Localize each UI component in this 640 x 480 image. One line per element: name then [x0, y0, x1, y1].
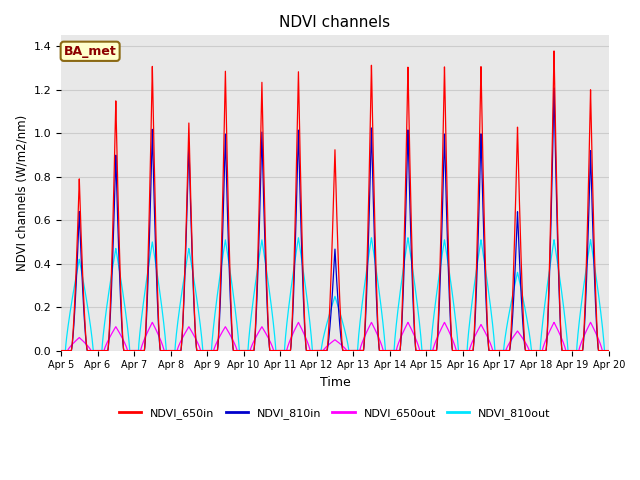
NDVI_810out: [488, 319, 496, 324]
NDVI_810in: [605, 348, 612, 353]
NDVI_810out: [174, 316, 182, 322]
NDVI_810in: [488, 348, 496, 353]
NDVI_810in: [603, 348, 611, 353]
NDVI_650in: [411, 324, 419, 329]
NDVI_650in: [488, 348, 496, 353]
NDVI_810in: [262, 275, 270, 281]
Text: BA_met: BA_met: [64, 45, 116, 58]
NDVI_650out: [587, 320, 595, 325]
NDVI_810out: [262, 264, 270, 270]
NDVI_650in: [550, 48, 558, 54]
NDVI_650in: [57, 348, 65, 353]
NDVI_810out: [168, 348, 176, 353]
Line: NDVI_650in: NDVI_650in: [61, 51, 609, 350]
Y-axis label: NDVI channels (W/m2/nm): NDVI channels (W/m2/nm): [15, 115, 28, 271]
NDVI_650in: [605, 348, 612, 353]
NDVI_650in: [262, 259, 270, 264]
NDVI_650out: [57, 348, 65, 353]
X-axis label: Time: Time: [319, 376, 350, 389]
NDVI_810in: [411, 329, 419, 335]
NDVI_810out: [603, 348, 611, 353]
NDVI_810out: [605, 348, 612, 353]
NDVI_650in: [168, 348, 176, 353]
NDVI_650out: [174, 344, 182, 350]
NDVI_810in: [168, 348, 176, 353]
Title: NDVI channels: NDVI channels: [279, 15, 390, 30]
NDVI_650in: [174, 348, 182, 353]
Line: NDVI_650out: NDVI_650out: [61, 323, 609, 350]
Line: NDVI_810in: NDVI_810in: [61, 88, 609, 350]
NDVI_650out: [168, 348, 176, 353]
Legend: NDVI_650in, NDVI_810in, NDVI_650out, NDVI_810out: NDVI_650in, NDVI_810in, NDVI_650out, NDV…: [115, 404, 555, 423]
NDVI_810out: [57, 348, 65, 353]
NDVI_650out: [488, 346, 496, 351]
NDVI_810in: [57, 348, 65, 353]
NDVI_650out: [411, 333, 419, 339]
Line: NDVI_810out: NDVI_810out: [61, 238, 609, 350]
NDVI_650in: [603, 348, 611, 353]
NDVI_810out: [404, 235, 412, 240]
NDVI_650out: [605, 348, 612, 353]
NDVI_810in: [550, 85, 558, 91]
NDVI_810out: [411, 280, 419, 286]
NDVI_650out: [262, 331, 270, 337]
NDVI_810in: [174, 348, 182, 353]
NDVI_650out: [603, 348, 611, 353]
